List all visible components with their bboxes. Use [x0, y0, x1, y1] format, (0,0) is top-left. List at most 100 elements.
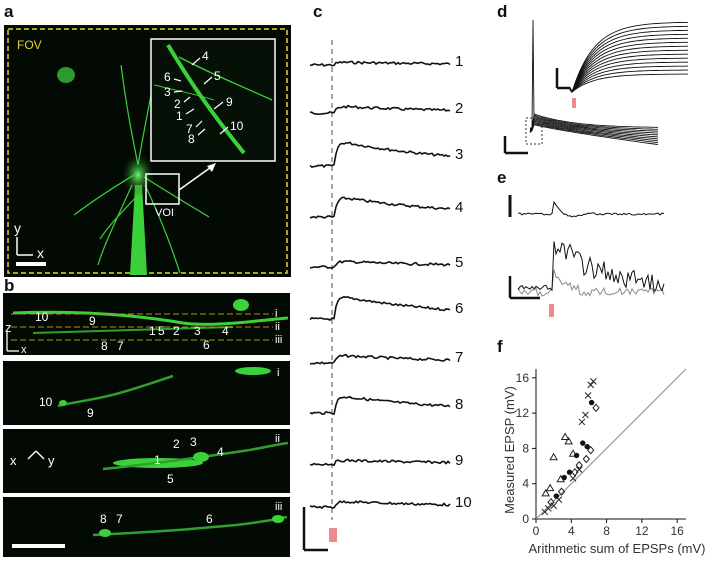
d-zoom-trace [569, 25, 689, 93]
d-zoom-trace [569, 49, 689, 93]
fov-label: FOV [17, 38, 42, 52]
d-zoom-trace [569, 45, 689, 93]
trace-group [309, 60, 451, 510]
ephys-trace [309, 458, 451, 467]
dot-point [561, 474, 567, 481]
trace-label: 4 [455, 198, 464, 216]
slice-tag: ii [275, 433, 280, 445]
strip-number: 6 [203, 338, 210, 352]
slice-number: 5 [167, 472, 174, 486]
x-tick-label: 8 [603, 524, 610, 538]
panel-label-c: c [313, 2, 323, 21]
axis-z-label: z [5, 320, 12, 335]
ephys-trace [309, 60, 451, 67]
diamond-point [575, 460, 583, 470]
panel-label-f: f [497, 337, 503, 356]
cross-point [587, 381, 595, 389]
panel-label-e: e [497, 168, 507, 187]
cross-point [578, 418, 586, 426]
inset-marker: 1 [176, 109, 183, 123]
d-trace [529, 120, 659, 140]
diamond-point [547, 497, 555, 507]
strip-number: 3 [194, 324, 201, 338]
dot-point [566, 469, 573, 475]
fov-border [7, 28, 288, 274]
scatter-axes: 0 4 8 12 16 0 4 8 12 16 Arithmetic sum of EPSPs (m… [502, 368, 706, 556]
inset-marker: 5 [214, 69, 221, 83]
voi-label: VOI [155, 207, 174, 219]
panel-label-a: a [4, 2, 14, 21]
d-trace [529, 121, 659, 142]
ephys-trace [309, 295, 451, 322]
inset-marker: 9 [226, 95, 233, 109]
diamond-point [592, 403, 600, 413]
ephys-trace [309, 500, 451, 510]
ephys-trace [309, 104, 451, 116]
d-zoom-trace [569, 29, 689, 93]
x-tick-label: 12 [635, 524, 649, 538]
d-zoom-trace [569, 69, 688, 93]
slice-number: 6 [206, 512, 213, 526]
d-zoom-trace [569, 61, 688, 93]
d-trace [529, 119, 659, 138]
cross-point [550, 502, 558, 510]
x-axis-label: Arithmetic sum of EPSPs (mV) [529, 541, 706, 556]
inset-marker: 3 [164, 85, 171, 99]
triangle-point [568, 449, 578, 457]
slice-number: 3 [190, 435, 197, 449]
inset-marker: 7 [186, 122, 193, 136]
slice-ii-svg [27, 441, 289, 471]
y-tick-label: 8 [522, 441, 529, 455]
slice-number: 7 [116, 512, 123, 526]
trace-label: 5 [455, 253, 464, 271]
panel-label-b: b [4, 276, 15, 295]
ephys-trace [309, 196, 451, 219]
axis-y-label: y [48, 453, 55, 468]
x-tick-label: 16 [670, 524, 684, 538]
cross-point [584, 392, 592, 399]
ephys-trace [309, 141, 451, 169]
stim-marker [572, 98, 576, 108]
triangle-point [560, 432, 570, 440]
y-tick-label: 4 [522, 477, 529, 491]
trace-label: 3 [455, 145, 464, 163]
dot-point [588, 399, 595, 406]
panel-b-slice-i: i 10 9 [3, 361, 290, 425]
inset-marker: 8 [188, 132, 195, 146]
trace-label: 10 [455, 493, 472, 511]
panel-d-trace-group [529, 19, 689, 146]
panel-a-fov-image: FOV VOI 4 6 3 5 2 1 9 7 8 10 y x [4, 25, 291, 277]
cross-point [544, 505, 552, 512]
d-trace [530, 19, 659, 129]
d-trace [529, 114, 659, 130]
d-zoom-trace [569, 41, 688, 93]
trace-label: 6 [455, 299, 464, 317]
d-trace [529, 118, 659, 136]
panel-b-slice-iii: iii 8 7 6 [3, 497, 290, 557]
d-zoom-trace [569, 65, 689, 93]
d-trace [529, 123, 659, 144]
cross-point [589, 377, 597, 385]
d-zoom-trace [569, 21, 688, 93]
trace-label: 1 [455, 52, 464, 70]
strip-number: 8 [101, 339, 108, 353]
x-tick-label: 4 [568, 524, 575, 538]
inset-marker: 2 [174, 97, 181, 111]
axis-x-label: x [10, 453, 17, 468]
scale-bar [16, 262, 46, 266]
axis-y-label: y [14, 220, 21, 236]
y-tick-label: 0 [522, 512, 529, 526]
slice-iii-svg [92, 515, 288, 537]
strip-number: 5 [158, 324, 165, 338]
slice-label: iii [275, 334, 283, 346]
xy-axis-icon [16, 237, 33, 256]
stim-marker [549, 304, 554, 317]
y-tick-label: 16 [516, 371, 530, 385]
scale-bar [12, 544, 65, 548]
x-tick-label: 0 [533, 524, 540, 538]
trace-label: 8 [455, 395, 464, 413]
diamond-point [571, 467, 579, 477]
diamond-point [587, 445, 595, 455]
d-zoom-trace [569, 53, 688, 93]
slice-number: 2 [173, 437, 180, 451]
